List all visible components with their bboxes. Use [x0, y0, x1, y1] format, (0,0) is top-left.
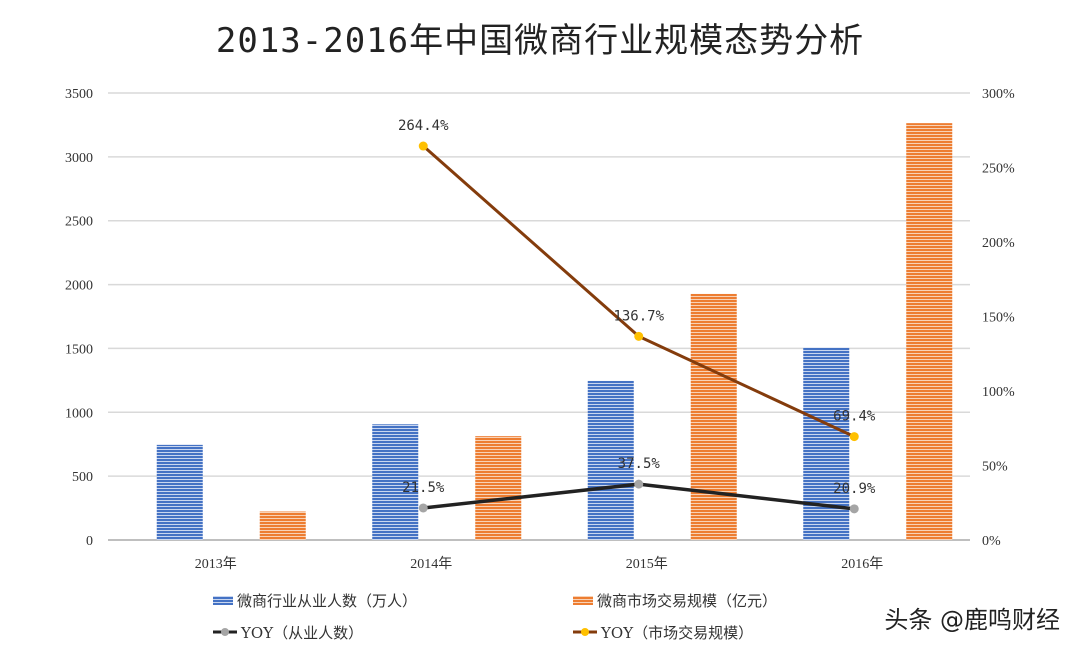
line-marker — [849, 432, 859, 442]
x-tick-label: 2013年 — [195, 556, 237, 572]
legend-label: YOY（从业人数） — [240, 624, 363, 642]
bar-market-size — [475, 436, 522, 540]
y-left-tick-label: 1500 — [65, 342, 93, 357]
data-label: 264.4% — [398, 118, 449, 134]
line-marker — [849, 504, 859, 514]
legend-label: 微商市场交易规模（亿元） — [597, 592, 777, 610]
y-right-tick-label: 300% — [982, 87, 1015, 102]
bar-market-size — [906, 123, 953, 541]
bar-market-size — [259, 511, 306, 540]
y-left-tick-label: 3000 — [65, 151, 93, 166]
legend-swatch — [213, 596, 233, 605]
y-right-tick-label: 200% — [982, 236, 1015, 251]
legend-swatch — [573, 596, 593, 605]
y-right-tick-label: 100% — [982, 385, 1015, 400]
data-label: 20.9% — [833, 481, 876, 497]
line-marker — [418, 503, 428, 513]
chart-title: 2013-2016年中国微商行业规模态势分析 — [216, 21, 864, 61]
y-left-tick-label: 3500 — [65, 87, 93, 102]
line-marker — [418, 141, 428, 151]
bar-practitioners — [803, 347, 850, 540]
y-left-tick-label: 1000 — [65, 406, 93, 421]
data-label: 136.7% — [613, 308, 664, 324]
legend-label: YOY（市场交易规模） — [600, 624, 753, 642]
y-left-tick-label: 2500 — [65, 215, 93, 230]
bar-practitioners — [156, 444, 203, 540]
x-tick-label: 2015年 — [626, 556, 668, 572]
bar-practitioners — [587, 380, 634, 540]
line-yoy-market — [422, 144, 855, 438]
bar-market-size — [690, 293, 737, 540]
y-left-tick-label: 500 — [72, 470, 93, 485]
x-tick-label: 2016年 — [841, 556, 883, 572]
line-marker — [634, 479, 644, 489]
y-right-tick-label: 0% — [982, 534, 1001, 549]
legend-marker — [221, 628, 229, 636]
bar-practitioners — [372, 424, 419, 540]
data-label: 21.5% — [402, 480, 445, 496]
legend-label: 微商行业从业人数（万人） — [237, 592, 417, 610]
y-right-tick-label: 250% — [982, 162, 1015, 177]
y-right-tick-label: 50% — [982, 460, 1008, 475]
x-tick-label: 2014年 — [410, 556, 452, 572]
y-right-tick-label: 150% — [982, 311, 1015, 326]
legend-marker — [581, 628, 589, 636]
y-left-tick-label: 2000 — [65, 279, 93, 294]
y-left-tick-label: 0 — [86, 534, 93, 549]
watermark: 头条 @鹿鸣财经 — [884, 606, 1060, 634]
line-marker — [634, 331, 644, 341]
data-label: 37.5% — [618, 456, 661, 472]
data-label: 69.4% — [833, 409, 876, 425]
